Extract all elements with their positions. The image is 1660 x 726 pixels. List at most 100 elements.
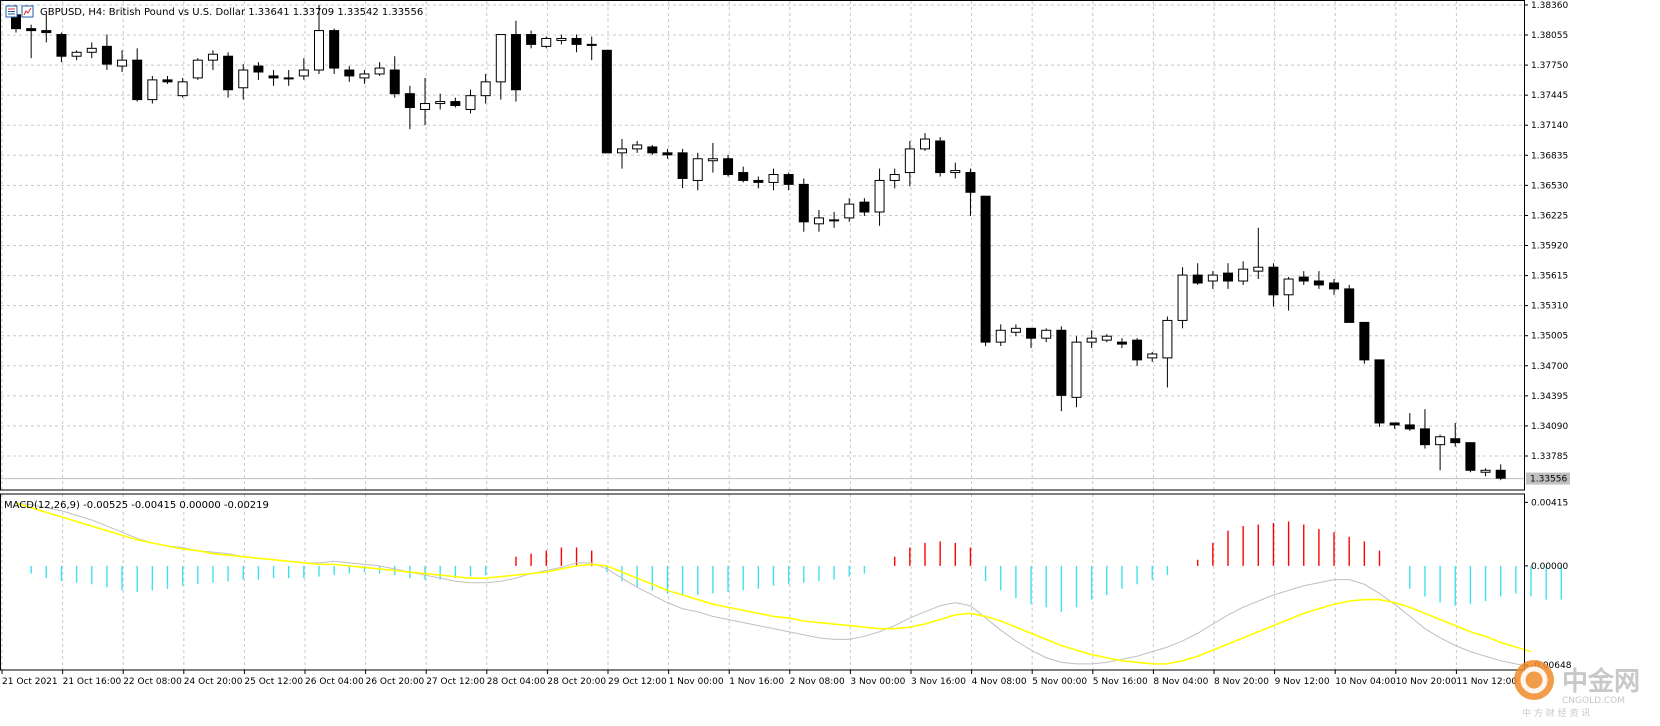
- candle: [738, 166, 749, 183]
- candle: [920, 133, 930, 151]
- candle: [1419, 409, 1430, 449]
- candle: [314, 4, 324, 74]
- candle: [1268, 263, 1279, 307]
- candle: [1465, 442, 1476, 473]
- candle: [647, 144, 658, 155]
- price-axis-tick-label: 1.37750: [1531, 61, 1568, 71]
- candle: [465, 89, 476, 114]
- candle: [1177, 267, 1188, 329]
- candle: [1389, 422, 1400, 429]
- candle: [889, 168, 900, 189]
- candle: [1404, 413, 1415, 431]
- watermark: 中金网 CNGOLD.COM 中 方 财 经 资 讯: [1508, 652, 1658, 722]
- candle: [1147, 351, 1158, 362]
- candle: [238, 64, 249, 100]
- time-axis-tick-label: 1 Nov 16:00: [729, 677, 784, 687]
- candle: [980, 195, 991, 347]
- price-axis-tick-label: 1.34395: [1531, 392, 1568, 402]
- time-axis-tick-label: 26 Oct 20:00: [366, 677, 425, 687]
- time-axis-tick-label: 10 Nov 04:00: [1335, 677, 1396, 687]
- candle: [420, 77, 431, 126]
- time-axis-tick-label: 1 Nov 00:00: [669, 677, 724, 687]
- time-axis-tick-label: 8 Nov 04:00: [1153, 677, 1208, 687]
- candle: [874, 168, 885, 226]
- candle: [344, 66, 355, 82]
- price-axis-tick-label: 1.38055: [1531, 31, 1568, 41]
- time-axis-tick-label: 28 Oct 04:00: [487, 677, 546, 687]
- candle: [1026, 327, 1037, 349]
- price-axis-tick-label: 1.35615: [1531, 272, 1568, 282]
- time-axis-tick-label: 5 Nov 16:00: [1093, 677, 1148, 687]
- time-axis-tick-label: 2 Nov 08:00: [790, 677, 845, 687]
- header: GBPUSD, H4: British Pound vs U.S. Dollar…: [4, 5, 423, 511]
- candle: [1298, 271, 1309, 285]
- candle: [1116, 338, 1127, 349]
- price-axis-tick-label: 1.33785: [1531, 452, 1568, 462]
- candle: [1207, 271, 1218, 289]
- candle: [495, 34, 506, 100]
- candle: [1450, 422, 1461, 447]
- candle: [617, 139, 627, 169]
- candle: [1223, 263, 1233, 289]
- candle: [692, 152, 703, 191]
- price-axis-tick-label: 1.36835: [1531, 151, 1568, 161]
- candle: [768, 168, 779, 191]
- time-axis-tick-label: 10 Nov 20:00: [1396, 677, 1457, 687]
- candle: [117, 50, 128, 72]
- brand-logo-icon: [1514, 660, 1554, 700]
- candle: [904, 141, 915, 187]
- price-axis-tick-label: 1.34090: [1531, 422, 1568, 432]
- candle: [677, 148, 688, 189]
- time-axis-tick-label: 25 Oct 12:00: [244, 677, 303, 687]
- price-axis-tick-label: 1.38360: [1531, 1, 1568, 11]
- candle: [1253, 227, 1264, 280]
- candle: [374, 62, 385, 76]
- candle: [1056, 326, 1067, 412]
- candle: [1495, 464, 1506, 481]
- candle: [859, 198, 870, 216]
- chart-icon[interactable]: [21, 5, 34, 18]
- axes: 1.38360 1.38055 1.37750 1.37445 1.37140 1.368…: [0, 0, 1572, 687]
- candle: [1101, 334, 1112, 343]
- candle: [359, 70, 370, 84]
- candle: [1329, 279, 1340, 295]
- candle: [950, 162, 961, 179]
- price-axis-tick-label: 1.34700: [1531, 362, 1568, 372]
- candle: [707, 142, 718, 173]
- menu-icon[interactable]: [5, 5, 18, 18]
- candle: [71, 50, 82, 61]
- candle: [1374, 359, 1385, 427]
- watermark-tag: 中 方 财 经 资 讯: [1522, 707, 1590, 719]
- candle: [935, 137, 946, 177]
- time-axis-tick-label: 21 Oct 16:00: [63, 677, 122, 687]
- time-axis-tick-label: 3 Nov 00:00: [850, 677, 905, 687]
- candle: [723, 154, 734, 177]
- macd-axis-tick-label: 0.00415: [1531, 498, 1568, 508]
- candle: [510, 20, 521, 102]
- candle: [571, 34, 582, 53]
- candle: [177, 77, 188, 98]
- candle: [526, 30, 537, 49]
- time-axis-tick-label: 8 Nov 20:00: [1214, 677, 1269, 687]
- current-price-label: 1.33556: [1530, 475, 1567, 485]
- candle: [1238, 261, 1249, 285]
- candle: [147, 75, 158, 104]
- candle: [86, 42, 97, 59]
- candle: [1041, 328, 1052, 343]
- candle: [404, 85, 415, 130]
- macd-axis-tick-label: 0.00000: [1531, 562, 1568, 572]
- candle: [1313, 271, 1324, 289]
- candle: [1283, 277, 1294, 311]
- candle: [844, 198, 855, 222]
- time-axis-tick-label: 4 Nov 08:00: [972, 677, 1027, 687]
- price-axis-tick-label: 1.37140: [1531, 121, 1568, 131]
- candle: [435, 93, 446, 110]
- candle: [268, 70, 279, 86]
- candle: [162, 75, 173, 84]
- candle: [1359, 321, 1370, 364]
- candle: [662, 148, 673, 159]
- candle: [480, 73, 491, 104]
- candle: [1435, 434, 1446, 471]
- macd-panel: [15, 502, 1563, 668]
